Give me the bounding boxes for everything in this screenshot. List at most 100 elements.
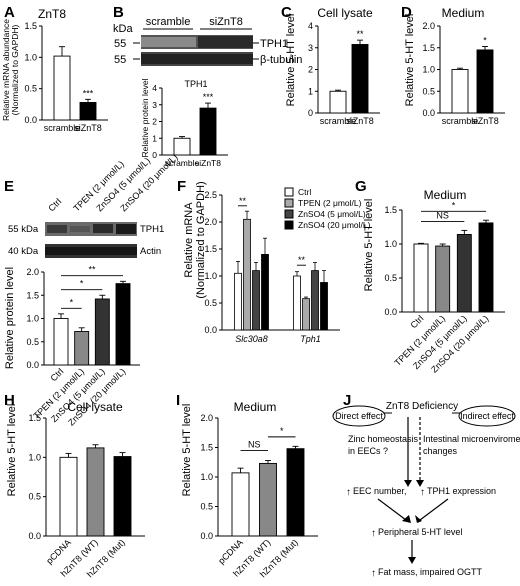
bracket-label-e-2: ** xyxy=(88,265,96,275)
panel-letter-c: C xyxy=(281,4,292,21)
j-znt8-deficiency: ZnT8 Deficiency xyxy=(386,401,458,412)
j-tph1-expression: TPH1 expression xyxy=(427,486,496,496)
blot-e-mw-2: 40 kDa xyxy=(8,246,39,257)
panel-c-ytick-label: 1 xyxy=(308,86,313,96)
j-zinc-line1: Zinc homeostasis xyxy=(348,434,419,444)
j-direct-effect-ellipse xyxy=(332,405,386,427)
sig-label-d-0: * xyxy=(483,35,487,45)
j-indirect-effect: Indirect effect xyxy=(460,411,514,421)
panel-c-xtick-scramble: scramble xyxy=(320,116,357,126)
panel-j-schematic: ZnT8 Deficiency Direct effect Indirect e… xyxy=(332,401,520,579)
blot-e-mw-1: 55 kDa xyxy=(8,224,39,235)
panel-i-ytick-label: 2.0 xyxy=(200,413,213,423)
blot-b-mw-1: 55 xyxy=(114,38,126,50)
bar-e-tpen-2-mol-l xyxy=(74,331,90,366)
panel-d-ytick-label: 2.0 xyxy=(422,21,435,31)
panel-letter-f: F xyxy=(177,178,186,195)
panel-c-xtick-siznt8: siZnT8 xyxy=(346,116,374,126)
panel-i-title: Medium xyxy=(234,400,277,414)
panel-letter-h: H xyxy=(4,392,15,409)
panel-c-title: Cell lysate xyxy=(317,6,373,20)
blot-b-kda-label: kDa xyxy=(113,23,133,35)
bar-c-siznt8 xyxy=(351,44,369,114)
panel-b-ytick-label: 0 xyxy=(152,150,157,160)
panel-e-ylabel: Relative protein level xyxy=(4,267,16,369)
bar-i-hznt8-mut xyxy=(286,448,305,537)
panel-i-ytick-label: 0.0 xyxy=(200,531,213,541)
panel-e-ytick-label: 0.5 xyxy=(26,337,39,347)
panel-b-xtick-siznt8: siZnT8 xyxy=(195,158,221,168)
panel-d-title: Medium xyxy=(442,6,485,20)
panel-b-western-blot: kDa scramble siZnT8 55 55 TPH1 β-tubulin… xyxy=(113,16,302,89)
panel-h-ytick-label: 1.5 xyxy=(28,413,41,423)
panel-e-xtick-ctrl: Ctrl xyxy=(48,366,65,383)
panel-c-ytick-label: 4 xyxy=(308,21,313,31)
bar-b-scramble xyxy=(173,137,191,156)
panel-g-ytick-label: 1.0 xyxy=(384,239,397,249)
panel-a-ytick-label: 0.0 xyxy=(24,115,37,125)
legend-swatch-zn5 xyxy=(284,209,294,219)
bar-d-scramble xyxy=(451,69,469,114)
bar-i-pcdna xyxy=(231,472,250,537)
bracket-label-f-0: ** xyxy=(239,196,247,206)
panel-i-ytick-label: 1.0 xyxy=(200,472,213,482)
panel-g-ylabel: Relative 5-HT level xyxy=(363,199,375,292)
bar-f-tph1-ctrl xyxy=(293,275,301,331)
panel-f-ylabel-line2: (Normalized to GAPDH) xyxy=(195,181,207,298)
panel-g-ytick-label: 0.0 xyxy=(384,307,397,317)
panel-d-ytick-label: 0.5 xyxy=(422,86,435,96)
panel-d-ytick-label: 0.0 xyxy=(422,108,435,118)
j-eec-up-arrow: ↑ xyxy=(346,487,351,498)
panel-h-ylabel: Relative 5-HT level xyxy=(6,404,18,497)
blot-b-group-scramble: scramble xyxy=(146,16,191,28)
panel-letter-i: I xyxy=(176,392,180,409)
bracket-label-e-0: * xyxy=(70,297,74,307)
bar-g-ctrl xyxy=(413,243,429,313)
bar-h-pcdna xyxy=(59,456,78,537)
panel-h-title: Cell lysate xyxy=(67,400,123,414)
panel-f-ytick-label: 2.0 xyxy=(204,217,217,227)
j-indirect-effect-ellipse xyxy=(458,405,516,427)
sig-label-a-0: *** xyxy=(83,88,94,98)
blot-e-label-tph1: TPH1 xyxy=(140,224,164,235)
panel-g-ytick-label: 0.5 xyxy=(384,273,397,283)
bar-e-znso4-5-mol-l xyxy=(94,298,110,366)
blot-e-label-actin: Actin xyxy=(140,246,161,257)
panel-b-xtick-scramble: scramble xyxy=(165,158,200,168)
bar-f-slc30a8-tpen-2-mol-l xyxy=(243,218,251,331)
panel-h-ytick-label: 1.0 xyxy=(28,452,41,462)
panel-e-western-blot: Ctrl TPEN (2 μmol/L) ZnSO4 (5 μmol/L) Zn… xyxy=(8,152,180,258)
panel-f-ytick-label: 2.5 xyxy=(204,190,217,200)
j-fat-up-arrow: ↑ xyxy=(371,568,376,579)
legend-label-ctrl: Ctrl xyxy=(298,187,311,197)
panel-letter-a: A xyxy=(4,4,15,21)
panel-e-ytick-label: 2.0 xyxy=(26,267,39,277)
blot-b-mw-2: 55 xyxy=(114,54,126,66)
bracket-label-g-0: NS xyxy=(436,211,449,221)
j-eec-number: EEC number, xyxy=(353,486,407,496)
legend-label-tpen: TPEN (2 μmol/L) xyxy=(298,198,362,208)
blot-e-lane-ctrl: Ctrl xyxy=(46,196,63,213)
bracket-label-i-0: NS xyxy=(248,439,261,449)
panel-b-chart-title: TPH1 xyxy=(184,79,207,89)
bar-b-siznt8 xyxy=(199,107,217,156)
panel-f-xtick-slc30a8: Slc30a8 xyxy=(235,334,268,344)
panel-b-ylabel: Relative protein level xyxy=(140,78,150,157)
panel-c-ytick-label: 2 xyxy=(308,65,313,75)
panel-letter-b: B xyxy=(113,4,124,21)
legend-swatch-ctrl xyxy=(284,187,294,197)
bracket-label-f-1: ** xyxy=(298,255,306,265)
j-direct-effect: Direct effect xyxy=(335,411,383,421)
blot-b-group-siznt8: siZnT8 xyxy=(209,16,243,28)
bar-e-ctrl xyxy=(53,318,69,366)
j-peripheral-up-arrow: ↑ xyxy=(371,528,376,539)
bar-e-znso4-20-mol-l xyxy=(115,283,131,366)
bracket-label-g-1: * xyxy=(452,200,456,210)
panel-e-ytick-label: 0.0 xyxy=(26,360,39,370)
j-peripheral-5ht: Peripheral 5-HT level xyxy=(378,527,462,537)
blot-e-band-tph1 xyxy=(45,222,137,236)
bar-f-tph1-znso4-20-mol-l xyxy=(320,282,328,331)
bar-a-siznt8 xyxy=(79,102,97,121)
panel-f-ytick-label: 0.0 xyxy=(204,325,217,335)
panel-letter-j: J xyxy=(343,392,351,409)
